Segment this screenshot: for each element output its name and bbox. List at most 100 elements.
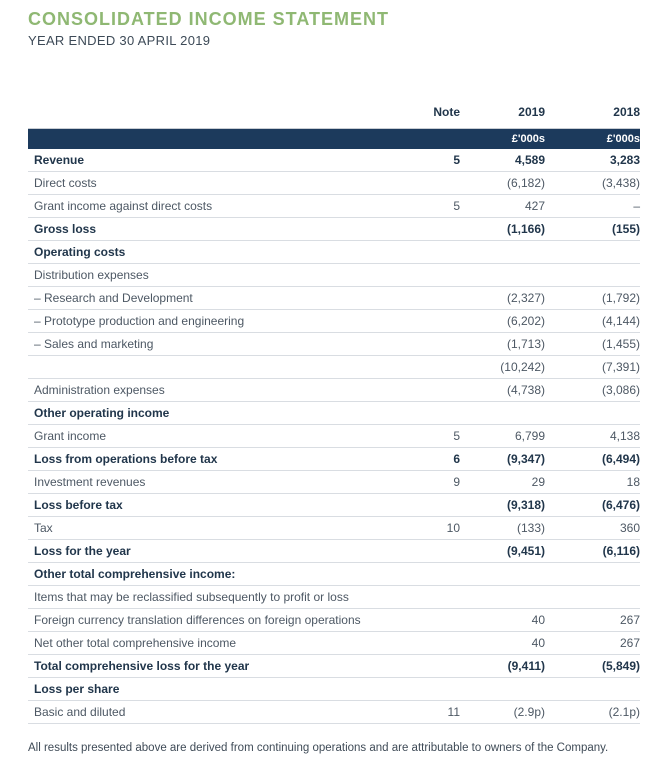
row-value-2018: (6,494) xyxy=(545,447,640,471)
table-row: Items that may be reclassified subsequen… xyxy=(28,585,640,609)
row-value-2019: (6,182) xyxy=(460,171,545,195)
table-row: Administration expenses (4,738) (3,086) xyxy=(28,378,640,402)
page-title: CONSOLIDATED INCOME STATEMENT xyxy=(28,9,389,29)
row-note xyxy=(400,608,460,632)
row-value-2019: (9,411) xyxy=(460,654,545,678)
row-value-2019: (2,327) xyxy=(460,286,545,310)
row-value-2019: (133) xyxy=(460,516,545,540)
row-value-2019: (4,738) xyxy=(460,378,545,402)
table-row: Grant income against direct costs 5 427 … xyxy=(28,194,640,218)
row-value-2019: (2.9p) xyxy=(460,700,545,724)
row-label: Foreign currency translation differences… xyxy=(28,608,400,632)
row-label: Administration expenses xyxy=(28,378,400,402)
row-value-2019: 29 xyxy=(460,470,545,494)
table-row: Gross loss (1,166) (155) xyxy=(28,217,640,241)
row-value-2018: (5,849) xyxy=(545,654,640,678)
row-value-2019: 40 xyxy=(460,608,545,632)
row-value-2019: 4,589 xyxy=(460,148,545,172)
row-value-2018: 3,283 xyxy=(545,148,640,172)
row-value-2019: (6,202) xyxy=(460,309,545,333)
row-label: Loss per share xyxy=(28,677,400,701)
footnote: All results presented above are derived … xyxy=(28,742,609,754)
row-value-2019: (1,713) xyxy=(460,332,545,356)
row-value-2019: (1,166) xyxy=(460,217,545,241)
row-value-2018: (1,792) xyxy=(545,286,640,310)
row-note xyxy=(400,355,460,379)
row-note: 11 xyxy=(400,700,460,724)
table-row: – Sales and marketing (1,713) (1,455) xyxy=(28,332,640,356)
row-value-2019 xyxy=(460,585,545,609)
row-note xyxy=(400,562,460,586)
row-note xyxy=(400,654,460,678)
row-note xyxy=(400,677,460,701)
row-label: Grant income xyxy=(28,424,400,448)
row-value-2018: (155) xyxy=(545,217,640,241)
row-label: Loss before tax xyxy=(28,493,400,517)
table-row: Distribution expenses xyxy=(28,263,640,287)
row-note: 5 xyxy=(400,194,460,218)
units-label-cell xyxy=(28,128,400,149)
row-label: Gross loss xyxy=(28,217,400,241)
income-statement-table: Note 2019 2018 £'000s £'000s Revenue 5 4… xyxy=(28,105,640,724)
row-note xyxy=(400,539,460,563)
row-value-2018 xyxy=(545,263,640,287)
row-label: Basic and diluted xyxy=(28,700,400,724)
row-label: Other operating income xyxy=(28,401,400,425)
row-label: Operating costs xyxy=(28,240,400,264)
row-label: Grant income against direct costs xyxy=(28,194,400,218)
table-row: Tax 10 (133) 360 xyxy=(28,516,640,540)
row-value-2019 xyxy=(460,562,545,586)
units-header-bar: £'000s £'000s xyxy=(28,128,640,149)
table-row: Other operating income xyxy=(28,401,640,425)
row-value-2018 xyxy=(545,585,640,609)
table-row: (10,242) (7,391) xyxy=(28,355,640,379)
row-value-2019: 40 xyxy=(460,631,545,655)
income-table-body: Revenue 5 4,589 3,283 Direct costs (6,18… xyxy=(28,148,640,724)
table-row: Investment revenues 9 29 18 xyxy=(28,470,640,494)
row-value-2019: 6,799 xyxy=(460,424,545,448)
row-label: Loss from operations before tax xyxy=(28,447,400,471)
row-note: 5 xyxy=(400,148,460,172)
row-value-2019 xyxy=(460,401,545,425)
units-2018-cell: £'000s xyxy=(545,128,640,149)
table-row: Grant income 5 6,799 4,138 xyxy=(28,424,640,448)
row-value-2018 xyxy=(545,240,640,264)
row-value-2018: – xyxy=(545,194,640,218)
row-value-2018: (2.1p) xyxy=(545,700,640,724)
row-label: – Sales and marketing xyxy=(28,332,400,356)
row-note: 5 xyxy=(400,424,460,448)
row-label: Direct costs xyxy=(28,171,400,195)
table-row: Net other total comprehensive income 40 … xyxy=(28,631,640,655)
table-row: Foreign currency translation differences… xyxy=(28,608,640,632)
row-value-2018: (1,455) xyxy=(545,332,640,356)
table-row: Operating costs xyxy=(28,240,640,264)
row-note: 10 xyxy=(400,516,460,540)
row-label: Investment revenues xyxy=(28,470,400,494)
table-row: Revenue 5 4,589 3,283 xyxy=(28,148,640,172)
row-value-2019: (9,347) xyxy=(460,447,545,471)
units-note-cell xyxy=(400,128,460,149)
row-label: – Research and Development xyxy=(28,286,400,310)
table-row: Loss for the year (9,451) (6,116) xyxy=(28,539,640,563)
table-row: Basic and diluted 11 (2.9p) (2.1p) xyxy=(28,700,640,724)
row-value-2018: (3,086) xyxy=(545,378,640,402)
row-note xyxy=(400,309,460,333)
row-label: Other total comprehensive income: xyxy=(28,562,400,586)
table-header: Note 2019 2018 £'000s £'000s xyxy=(28,105,640,149)
row-value-2018: (4,144) xyxy=(545,309,640,333)
note-column-header: Note xyxy=(400,105,460,129)
column-header-row: Note 2019 2018 xyxy=(28,105,640,129)
row-note xyxy=(400,401,460,425)
table-row: – Research and Development (2,327) (1,79… xyxy=(28,286,640,310)
table-row: – Prototype production and engineering (… xyxy=(28,309,640,333)
row-label xyxy=(28,355,400,379)
year-2018-column-header: 2018 xyxy=(545,105,640,129)
row-note xyxy=(400,493,460,517)
row-value-2018: 4,138 xyxy=(545,424,640,448)
row-note xyxy=(400,263,460,287)
row-note: 9 xyxy=(400,470,460,494)
row-label: Net other total comprehensive income xyxy=(28,631,400,655)
row-label: Items that may be reclassified subsequen… xyxy=(28,585,400,609)
row-value-2018 xyxy=(545,677,640,701)
